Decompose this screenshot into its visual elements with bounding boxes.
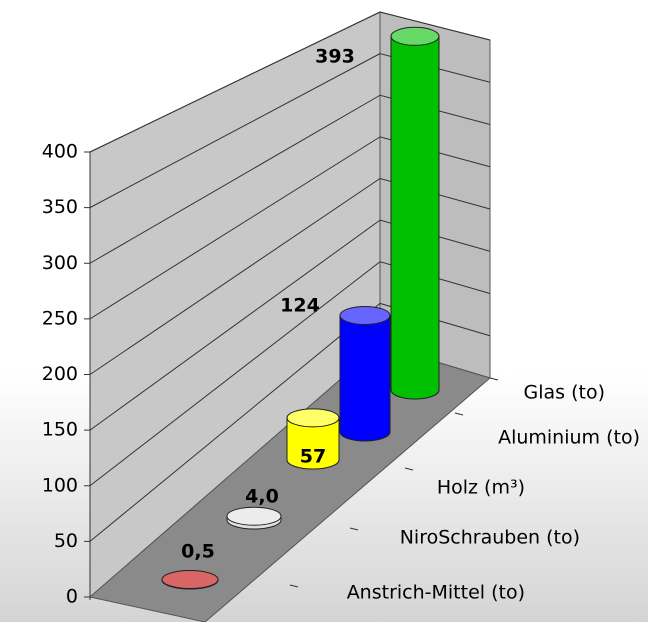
- x-tick-label: Glas (to): [524, 382, 605, 404]
- x-tick: [349, 527, 359, 531]
- value-label: 393: [315, 46, 355, 68]
- bar-top: [339, 305, 391, 325]
- value-label: 4,0: [245, 486, 279, 508]
- value-label: 124: [280, 295, 320, 317]
- y-tick-label: 300: [42, 252, 78, 274]
- bar-top: [390, 26, 440, 46]
- y-tick-label: 250: [42, 307, 78, 329]
- x-tick: [454, 412, 464, 416]
- x-tick-label: Anstrich-Mittel (to): [347, 582, 525, 604]
- grid-line: [89, 11, 381, 153]
- y-tick-label: 200: [42, 363, 78, 385]
- grid-line: [89, 261, 381, 487]
- grid-line: [89, 219, 381, 431]
- bar: [339, 314, 391, 442]
- y-tick-label: 50: [54, 530, 78, 552]
- x-tick-label: Aluminium (to): [498, 427, 640, 449]
- y-tick-label: 350: [42, 196, 78, 218]
- bar-top: [286, 408, 340, 428]
- grid-line: [89, 136, 381, 320]
- x-tick-label: Holz (m³): [437, 477, 525, 499]
- bar: [390, 35, 440, 400]
- bar-top: [161, 570, 219, 590]
- x-tick: [489, 377, 499, 381]
- x-tick: [289, 584, 299, 588]
- y-tick-label: 100: [42, 474, 78, 496]
- x-tick-label: NiroSchrauben (to): [400, 527, 580, 549]
- bar-top: [226, 506, 282, 526]
- grid-line: [379, 11, 491, 41]
- y-tick-label: 150: [42, 419, 78, 441]
- grid-line: [89, 302, 381, 542]
- value-label: 0,5: [181, 541, 215, 563]
- grid-line: [89, 178, 381, 375]
- bar: [286, 417, 340, 470]
- x-tick: [404, 467, 414, 471]
- y-tick-label: 0: [66, 586, 78, 608]
- grid-line: [89, 53, 381, 209]
- y-tick-label: 400: [42, 141, 78, 163]
- value-label: 57: [300, 446, 326, 468]
- grid-line: [89, 94, 381, 264]
